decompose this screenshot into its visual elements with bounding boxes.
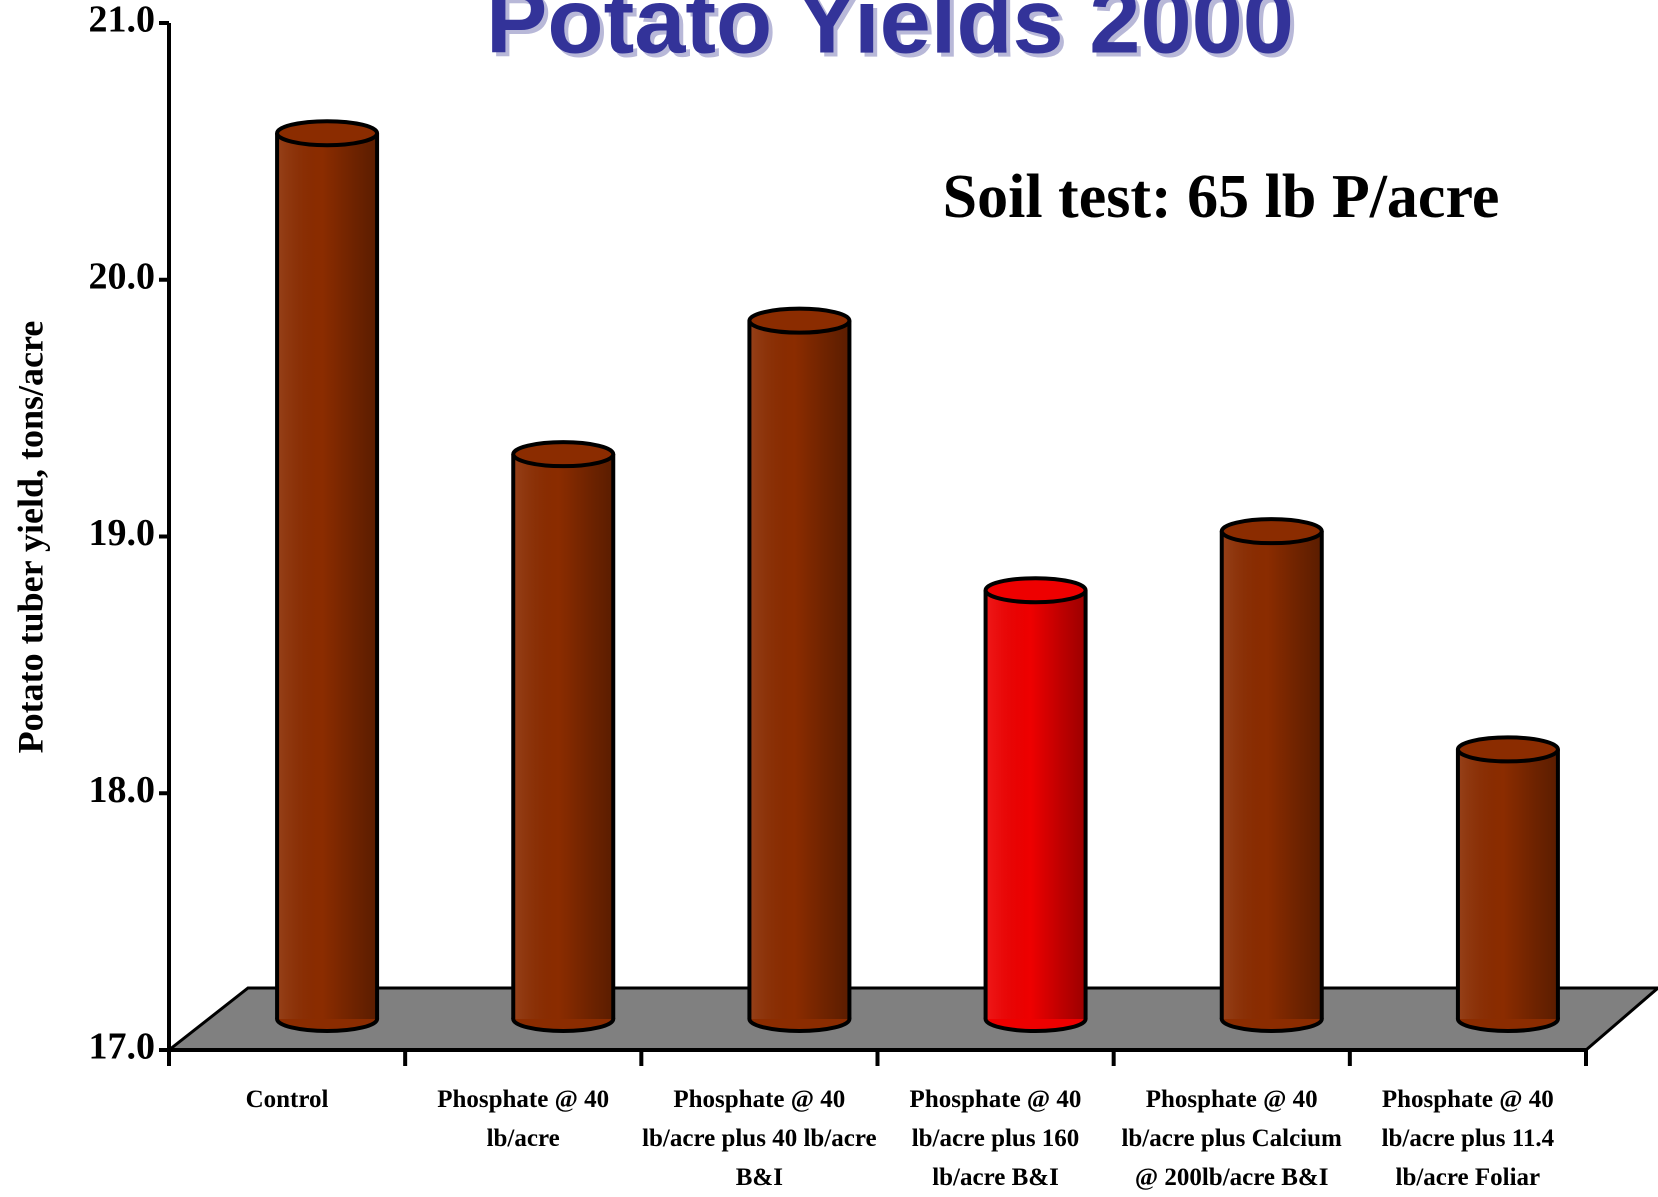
x-tick-label: Control (245, 1086, 329, 1113)
x-tick-label: Phosphate @ 40 lb/acre (437, 1086, 610, 1152)
title-shadow: Potato Yields 2000 (490, 0, 1298, 76)
x-tick-label: Phosphate @ 40 lb/acre plus Calcium @ 20… (1121, 1086, 1342, 1191)
annotation: Soil test: 65 lb P/acre (943, 163, 1500, 231)
x-tick-label: Phosphate @ 40 lb/acre plus 160 lb/acre … (909, 1086, 1082, 1191)
bar-top (983, 576, 1088, 605)
y-tick-label: 19.0 (89, 512, 156, 554)
bar-top (1219, 517, 1324, 546)
bar-shade (749, 320, 850, 1019)
bar-shade (513, 454, 614, 1019)
bar-shade (1457, 749, 1558, 1019)
bar-top (275, 119, 380, 148)
floor (164, 986, 1658, 1052)
y-tick-label: 20.0 (89, 255, 156, 297)
bar-shade (1221, 531, 1322, 1019)
y-tick-label: 18.0 (89, 769, 156, 811)
x-tick-label: Phosphate @ 40 lb/acre plus 40 lb/acre B… (642, 1086, 877, 1191)
y-tick-label: 21.0 (89, 0, 156, 41)
bar-top (747, 306, 852, 335)
chart-title: Potato Yields 2000 (486, 0, 1294, 72)
x-tick-label: Phosphate @ 40 lb/acre plus 11.4 lb/acre… (1381, 1086, 1555, 1191)
y-tick-label: 17.0 (89, 1026, 156, 1068)
bar-shade (277, 133, 378, 1019)
bar-top (1455, 735, 1560, 764)
bar-shade (985, 590, 1086, 1019)
bar-top (511, 440, 616, 469)
y-axis-label: Potato tuber yield, tons/acre (10, 321, 50, 754)
